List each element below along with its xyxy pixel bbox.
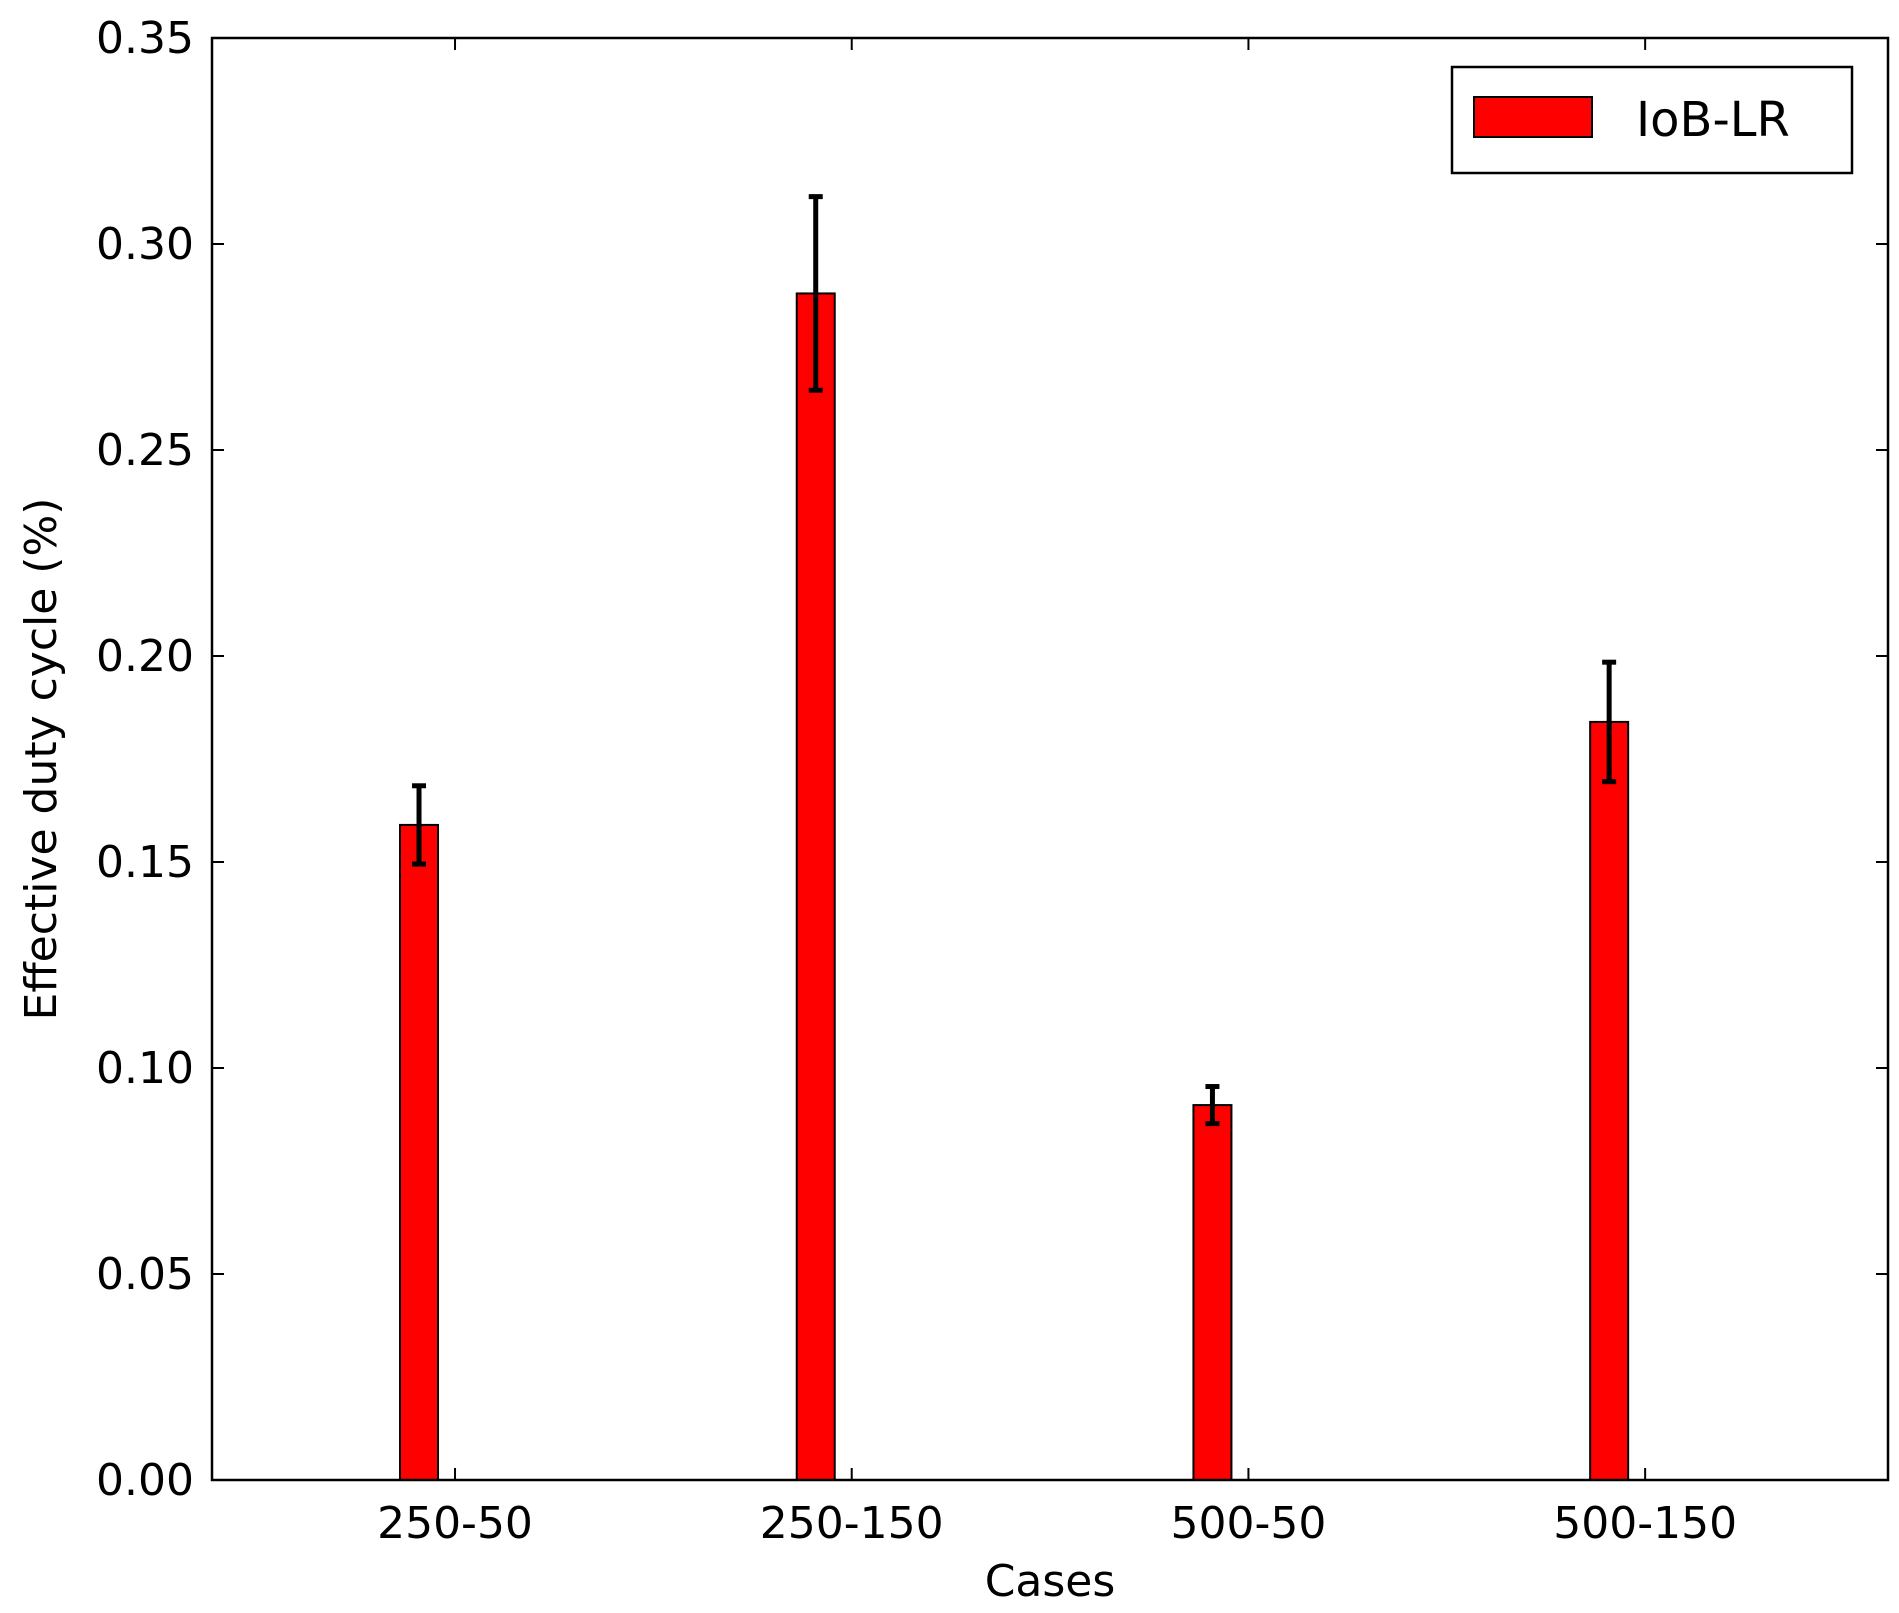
y-tick-label: 0.00 <box>96 1455 194 1506</box>
y-tick-label: 0.25 <box>96 425 194 476</box>
x-axis-label: Cases <box>985 1556 1116 1607</box>
y-tick-label: 0.30 <box>96 219 194 270</box>
y-tick-label: 0.15 <box>96 837 194 888</box>
x-tick-label: 500-50 <box>1171 1498 1327 1549</box>
ticks-layer <box>212 37 1888 1481</box>
x-tick-label: 500-150 <box>1553 1498 1737 1549</box>
plot-frame <box>210 36 1890 1482</box>
y-axis-label: Effective duty cycle (%) <box>16 498 67 1021</box>
legend: IoB-LR <box>1450 65 1854 175</box>
bar-500-150 <box>1589 720 1630 1481</box>
x-tick-label: 250-50 <box>377 1498 533 1549</box>
bar-250-50 <box>399 823 440 1481</box>
legend-label: IoB-LR <box>1636 92 1790 148</box>
bar-250-150 <box>795 292 836 1482</box>
y-tick-label: 0.05 <box>96 1249 194 1300</box>
y-tick-label: 0.20 <box>96 631 194 682</box>
y-tick-label: 0.10 <box>96 1043 194 1094</box>
y-tick-label: 0.35 <box>96 13 194 64</box>
x-tick-label: 250-150 <box>760 1498 944 1549</box>
tick-labels-layer: 250-50 250-150 500-50 500-150 0.00 0.05 0.10 0.… <box>96 13 1737 1549</box>
legend-swatch <box>1473 96 1593 138</box>
bars-layer <box>399 292 1630 1482</box>
bar-500-50 <box>1192 1104 1233 1481</box>
error-bars-layer <box>412 194 1617 1127</box>
